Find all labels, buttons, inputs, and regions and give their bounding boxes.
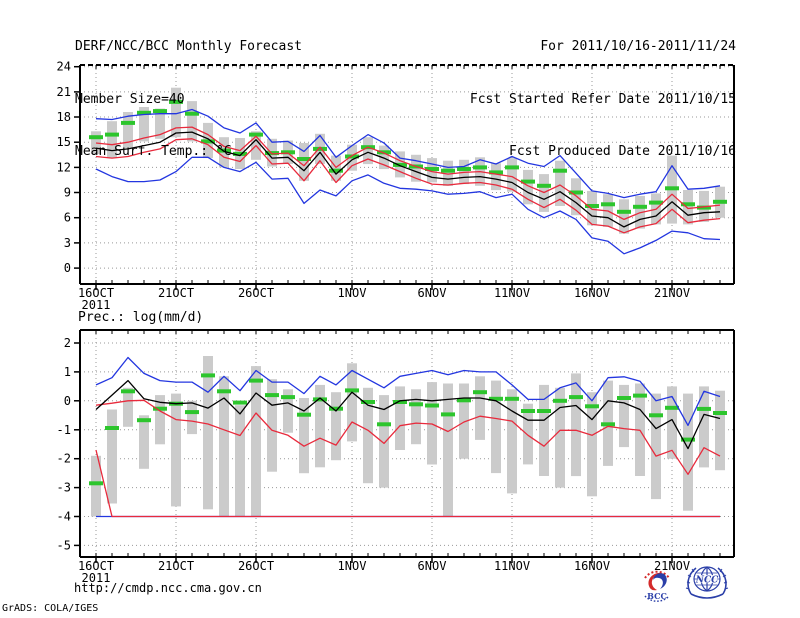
bcc-logo-label: BCC [647, 591, 667, 601]
grads-credit: GrADS: COLA/IGES [2, 603, 99, 614]
ensemble-spread-bars [91, 356, 725, 517]
y-tick-label: 6 [64, 211, 71, 225]
observation-dashes [89, 373, 727, 486]
refer-date-label: Fcst Started Refer Date 2011/10/15 [469, 91, 736, 107]
x-tick-label: 16NOV [574, 559, 610, 573]
x-tick-label: 21OCT [158, 286, 194, 300]
lower-quantile-line [95, 399, 721, 475]
ncc-logo-label: NCC [695, 576, 719, 586]
series-lines [95, 108, 721, 255]
y-tick-label: -2 [57, 452, 71, 466]
x-tick-label: 11NOV [494, 559, 530, 573]
header-left: DERF/NCC/BCC Monthly Forecast Member Siz… [75, 3, 302, 196]
x-tick-label: 16NOV [574, 286, 610, 300]
ensemble-mean-line [95, 131, 721, 228]
source-url: http://cmdp.ncc.cma.gov.cn [74, 581, 262, 595]
x-tick-label: 21OCT [158, 559, 194, 573]
ncc-label-plate [697, 575, 717, 583]
ncc-logo: NCC [685, 566, 729, 599]
member-max-line [95, 356, 721, 427]
ensemble-mean-line [95, 379, 721, 450]
member-size-label: Member Size=40 [75, 91, 185, 107]
y-tick-label: -4 [57, 510, 71, 524]
plot-frame [79, 64, 735, 285]
forecast-range-label: For 2011/10/16-2011/11/24 [540, 39, 736, 54]
member-max-line [95, 108, 721, 199]
x-tick-label: 11NOV [494, 286, 530, 300]
ncc-wreath-globe-icon [685, 566, 729, 599]
y-tick-label: 0 [64, 394, 71, 408]
x-tick-year-label: 2011 [82, 298, 111, 312]
y-tick-label: 3 [64, 236, 71, 250]
y-tick-label: 1 [64, 365, 71, 379]
observation-dashes [89, 99, 727, 214]
x-tick-label: 21NOV [654, 286, 690, 300]
y-tick-label: 9 [64, 186, 71, 200]
y-tick-label: -3 [57, 481, 71, 495]
x-tick-label: 6NOV [418, 286, 447, 300]
plot-frame [79, 329, 735, 558]
y-tick-label: -5 [57, 538, 71, 552]
mean-minus-sd-floor-line [95, 449, 720, 518]
x-tick-label: 16OCT [78, 559, 114, 573]
temp-chart-title: Mean Surf. Temp.: °C [75, 144, 232, 159]
x-tick-label: 21NOV [654, 559, 690, 573]
y-tick-label: 12 [57, 160, 71, 174]
y-tick-label: 15 [57, 135, 71, 149]
bcc-logo: BCC [644, 570, 670, 602]
y-tick-label: 18 [57, 110, 71, 124]
x-tick-label: 26OCT [238, 286, 274, 300]
y-tick-label: 24 [57, 60, 71, 74]
series-lines [95, 356, 721, 518]
forecast-title: DERF/NCC/BCC Monthly Forecast [75, 39, 302, 54]
y-tick-label: 2 [64, 336, 71, 350]
x-tick-year-label: 2011 [82, 571, 111, 585]
bcc-swirl-icon [644, 570, 670, 602]
x-tick-label: 26OCT [238, 559, 274, 573]
member-min-line [95, 156, 721, 255]
produced-date-label: Fcst Produced Date 2011/10/16 [509, 144, 736, 159]
y-tick-label: -1 [57, 423, 71, 437]
y-tick-label: 0 [64, 261, 71, 275]
header-right: For 2011/10/16-2011/11/24 Fcst Started R… [470, 3, 736, 196]
mean-minus-sd-line [95, 138, 721, 234]
x-tick-label: 6NOV [418, 559, 447, 573]
precip-chart-title: Prec.: log(mm/d) [78, 310, 204, 325]
mean-plus-sd-line [95, 126, 721, 221]
x-tick-label: 1NOV [338, 559, 367, 573]
x-tick-label: 16OCT [78, 286, 114, 300]
y-tick-label: 21 [57, 85, 71, 99]
x-tick-label: 1NOV [338, 286, 367, 300]
